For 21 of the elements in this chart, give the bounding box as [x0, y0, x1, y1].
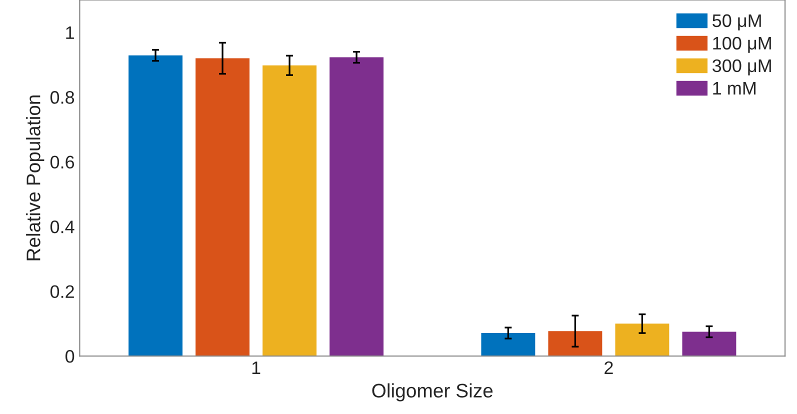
bar	[128, 55, 183, 356]
x-tick-label: 2	[604, 361, 613, 374]
y-tick-label: 0.4	[50, 220, 74, 234]
y-tick-label: 0.6	[50, 156, 74, 169]
y-tick-label: 0.8	[50, 91, 74, 104]
bar	[682, 332, 736, 356]
y-axis-title: Relative Population	[26, 96, 44, 260]
x-axis-title: Oligomer Size	[372, 383, 493, 402]
bar	[481, 333, 536, 356]
bar	[330, 57, 384, 356]
legend-label: 1 mM	[713, 82, 756, 94]
bar	[548, 331, 602, 356]
bar	[196, 58, 250, 356]
legend-label: 100 μM	[713, 36, 771, 53]
bar	[262, 65, 317, 356]
y-tick-label: 0.2	[50, 285, 74, 298]
y-tick-label: 1	[66, 26, 74, 39]
legend-label: 300 μM	[712, 59, 771, 76]
bar	[615, 324, 670, 356]
legend-label: 50 μM	[712, 14, 761, 30]
y-tick-label: 0	[66, 350, 74, 363]
